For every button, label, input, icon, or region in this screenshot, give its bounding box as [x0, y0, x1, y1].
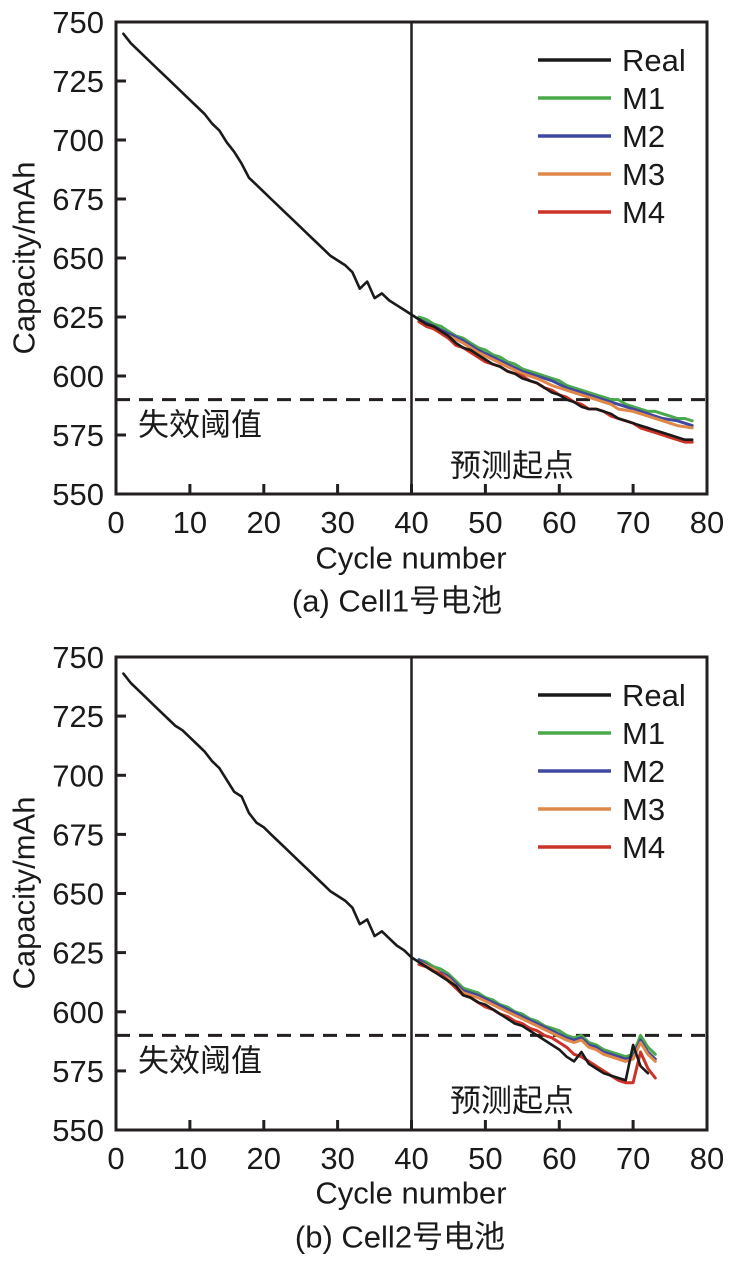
legend-label-m3: M3: [622, 157, 665, 192]
y-tick-label: 550: [52, 1113, 104, 1148]
chart-a-canvas: 0 10 20 30 40 50 60 70 80 550 575 600 625 650 675 700 72…: [52, 5, 724, 540]
x-tick-label: 50: [468, 1141, 502, 1176]
series-line-m3: [417, 320, 694, 430]
legend-label-m3: M3: [622, 792, 665, 827]
legend-label-m2: M2: [622, 754, 665, 789]
y-tick-label: 700: [52, 123, 104, 158]
legend-label-real: Real: [622, 678, 686, 713]
x-tick-label: 10: [173, 505, 207, 540]
chart-b-prediction-start-annotation: 预测起点: [450, 1083, 574, 1119]
legend-label-real: Real: [622, 43, 686, 78]
y-tick-label: 675: [52, 817, 104, 852]
chart-b: 0 10 20 30 40 50 60 70 80 550 575 600 625 650 675 700 72…: [0, 630, 729, 1271]
chart-a: 0 10 20 30 40 50 60 70 80 550 575 600 625 650 675 700 72…: [0, 0, 729, 630]
chart-b-x-axis-title: Cycle number: [315, 1175, 507, 1211]
x-tick-label: 20: [247, 505, 281, 540]
chart-a-y-axis-title: Capacity/mAh: [6, 161, 42, 355]
y-tick-label: 650: [52, 877, 104, 912]
series-line-real: [122, 32, 694, 442]
series-line-m1: [417, 315, 694, 423]
chart-a-prediction-start-annotation: 预测起点: [450, 448, 574, 484]
chart-a-threshold-annotation: 失效阈值: [138, 407, 262, 443]
series-line-m2: [417, 958, 657, 1061]
legend-label-m1: M1: [622, 716, 665, 751]
x-tick-label: 0: [107, 1141, 124, 1176]
chart-b-caption: (b) Cell2号电池: [294, 1219, 506, 1255]
x-tick-label: 80: [690, 505, 724, 540]
x-tick-label: 30: [320, 1141, 354, 1176]
y-tick-label: 650: [52, 241, 104, 276]
x-tick-label: 60: [542, 505, 576, 540]
y-tick-label: 725: [52, 699, 104, 734]
y-tick-label: 750: [52, 640, 104, 675]
x-tick-label: 70: [616, 1141, 650, 1176]
y-tick-label: 550: [52, 477, 104, 512]
x-tick-label: 10: [173, 1141, 207, 1176]
x-tick-label: 30: [320, 505, 354, 540]
series-line-m3: [417, 960, 657, 1063]
x-tick-label: 80: [690, 1141, 724, 1176]
x-tick-label: 0: [107, 505, 124, 540]
chart-b-threshold-annotation: 失效阈值: [138, 1043, 262, 1079]
series-line-m1: [417, 958, 657, 1059]
y-tick-label: 600: [52, 995, 104, 1030]
y-tick-label: 675: [52, 182, 104, 217]
legend-label-m2: M2: [622, 119, 665, 154]
y-tick-label: 575: [52, 418, 104, 453]
y-tick-label: 700: [52, 758, 104, 793]
y-tick-label: 625: [52, 936, 104, 971]
x-tick-label: 40: [394, 1141, 428, 1176]
x-tick-label: 70: [616, 505, 650, 540]
legend-label-m1: M1: [622, 81, 665, 116]
series-line-real: [122, 672, 650, 1082]
x-tick-label: 60: [542, 1141, 576, 1176]
y-tick-label: 725: [52, 64, 104, 99]
x-tick-label: 20: [247, 1141, 281, 1176]
chart-a-x-axis-title: Cycle number: [315, 540, 507, 576]
chart-a-caption: (a) Cell1号电池: [291, 583, 503, 619]
chart-b-y-axis-title: Capacity/mAh: [6, 796, 42, 990]
chart-b-canvas: 0 10 20 30 40 50 60 70 80 550 575 600 625 650 675 700 72…: [52, 640, 724, 1176]
y-tick-label: 575: [52, 1054, 104, 1089]
x-tick-label: 50: [468, 505, 502, 540]
y-tick-label: 600: [52, 359, 104, 394]
plot-border: [114, 655, 709, 1132]
y-tick-label: 625: [52, 300, 104, 335]
series-line-m2: [417, 317, 694, 428]
y-tick-label: 750: [52, 5, 104, 40]
legend-label-m4: M4: [622, 830, 665, 865]
legend-label-m4: M4: [622, 195, 665, 230]
x-tick-label: 40: [394, 505, 428, 540]
plot-border: [114, 20, 709, 496]
